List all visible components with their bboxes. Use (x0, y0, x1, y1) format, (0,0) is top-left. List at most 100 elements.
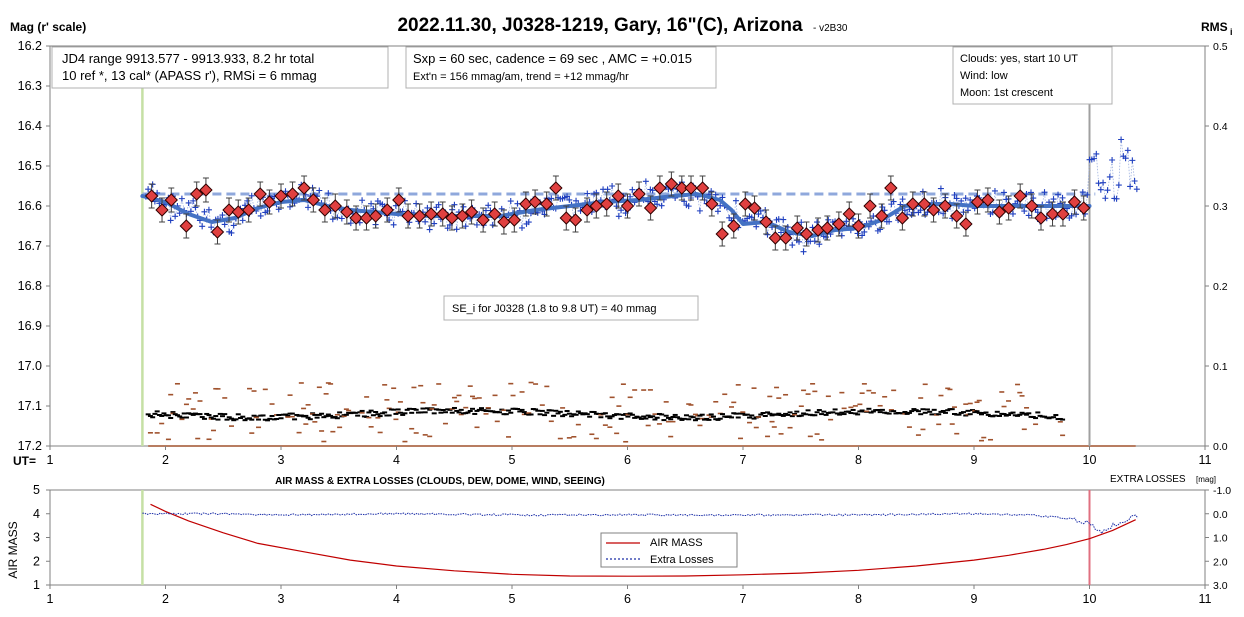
raw-point (764, 231, 771, 238)
annotation-box-conditions: Clouds: yes, start 10 UT Wind: low Moon:… (952, 46, 1113, 105)
raw-point (937, 185, 944, 192)
bottom-x-tick-label: 1 (47, 592, 54, 606)
binned-point (559, 211, 573, 225)
x-axis-prefix: UT= (13, 454, 36, 468)
raw-point (201, 208, 208, 215)
y-right-tick-label: 0.3 (1213, 201, 1228, 213)
binned-point (401, 209, 415, 223)
binned-point (1034, 211, 1048, 225)
raw-point (1084, 191, 1091, 198)
annotation-conditions-line2: Wind: low (960, 70, 1008, 82)
binned-point (222, 203, 236, 217)
bottom-x-tick-label: 2 (162, 592, 169, 606)
binned-point (906, 197, 920, 211)
x-tick-label: 2 (162, 453, 169, 467)
raw-point (879, 204, 886, 211)
raw-point (1025, 212, 1032, 219)
y-tick-label: 17.1 (18, 399, 42, 413)
raw-point (185, 199, 192, 206)
bottom-x-tick-label: 3 (278, 592, 285, 606)
binned-point (705, 197, 719, 211)
raw-point (390, 221, 397, 228)
binned-point (412, 209, 427, 223)
raw-point (282, 188, 289, 195)
raw-point (1109, 157, 1116, 164)
x-tick-label: 1 (47, 453, 54, 467)
binned-point (318, 203, 332, 217)
raw-point (221, 221, 228, 228)
raw-point (507, 198, 514, 205)
raw-point (681, 198, 688, 205)
raw-point (609, 182, 616, 189)
raw-point (219, 212, 226, 219)
raw-point (1000, 189, 1007, 196)
raw-point (228, 229, 235, 236)
raw-point (172, 213, 179, 220)
bottom-series (142, 503, 1139, 577)
y-tick-label: 16.2 (18, 39, 42, 53)
raw-point (145, 186, 152, 193)
raw-point (453, 226, 460, 233)
bottom-y-tick-label: 3 (33, 531, 40, 545)
y-right-tick-label: 0.1 (1213, 361, 1228, 373)
bottom-y-tick-label: 4 (33, 507, 40, 521)
raw-point (712, 191, 719, 198)
bottom-y-axis-left-title: AIR MASS (6, 521, 20, 578)
raw-point (649, 187, 656, 194)
binned-point (424, 207, 438, 221)
binned-point (1056, 207, 1070, 221)
raw-point (1127, 183, 1134, 190)
raw-point (714, 208, 721, 215)
y-tick-label: 16.7 (18, 239, 42, 253)
binned-point (643, 201, 658, 215)
binned-point (476, 213, 490, 227)
binned-point (632, 187, 646, 201)
raw-point (1059, 194, 1066, 201)
binned-point (684, 181, 698, 195)
raw-point (548, 195, 555, 202)
y-tick-label: 16.3 (18, 79, 42, 93)
binned-point (653, 181, 667, 195)
raw-point (1034, 209, 1041, 216)
binned-point (1077, 201, 1091, 215)
raw-point (798, 219, 805, 226)
raw-point (696, 207, 703, 214)
binned-point (959, 217, 973, 231)
raw-point (654, 201, 661, 208)
raw-point (967, 196, 974, 203)
raw-point (1050, 196, 1057, 203)
raw-point (178, 195, 185, 202)
raw-point (708, 188, 715, 195)
binned-point (981, 193, 995, 207)
binned-point (790, 221, 804, 235)
binned-point (392, 193, 406, 207)
binned-point (611, 189, 625, 203)
raw-point (917, 207, 924, 214)
y-right-tick-label: 0.0 (1213, 441, 1228, 453)
bottom-x-tick-label: 7 (740, 592, 747, 606)
binned-point (738, 197, 753, 211)
raw-point (426, 226, 433, 233)
binned-point (253, 187, 267, 201)
y-tick-label: 16.6 (18, 199, 42, 213)
binned-point (926, 203, 941, 217)
binned-point (768, 231, 783, 245)
y-tick-label: 16.9 (18, 319, 42, 333)
binned-point (349, 211, 363, 225)
raw-point (615, 213, 622, 220)
binned-point (144, 189, 159, 203)
x-tick-label: 11 (1199, 453, 1212, 467)
raw-point (444, 225, 451, 232)
binned-point (262, 195, 277, 209)
bottom-y-right-tick-label: 3.0 (1213, 580, 1228, 592)
binned-point (799, 227, 814, 241)
top-axis-ticks: 1 2 3 4 5 6 7 8 9 10 11 16.2 16.3 16.4 16.5 16.6 16.7 16.… (18, 39, 1228, 467)
airmass-line (150, 503, 1136, 577)
bottom-y-tick-label: 2 (33, 554, 40, 568)
raw-point (780, 216, 787, 223)
x-tick-label: 8 (855, 453, 862, 467)
bottom-y-tick-label: 5 (33, 483, 40, 497)
raw-point (347, 220, 354, 227)
binned-point (328, 199, 342, 213)
raw-point (658, 202, 665, 209)
